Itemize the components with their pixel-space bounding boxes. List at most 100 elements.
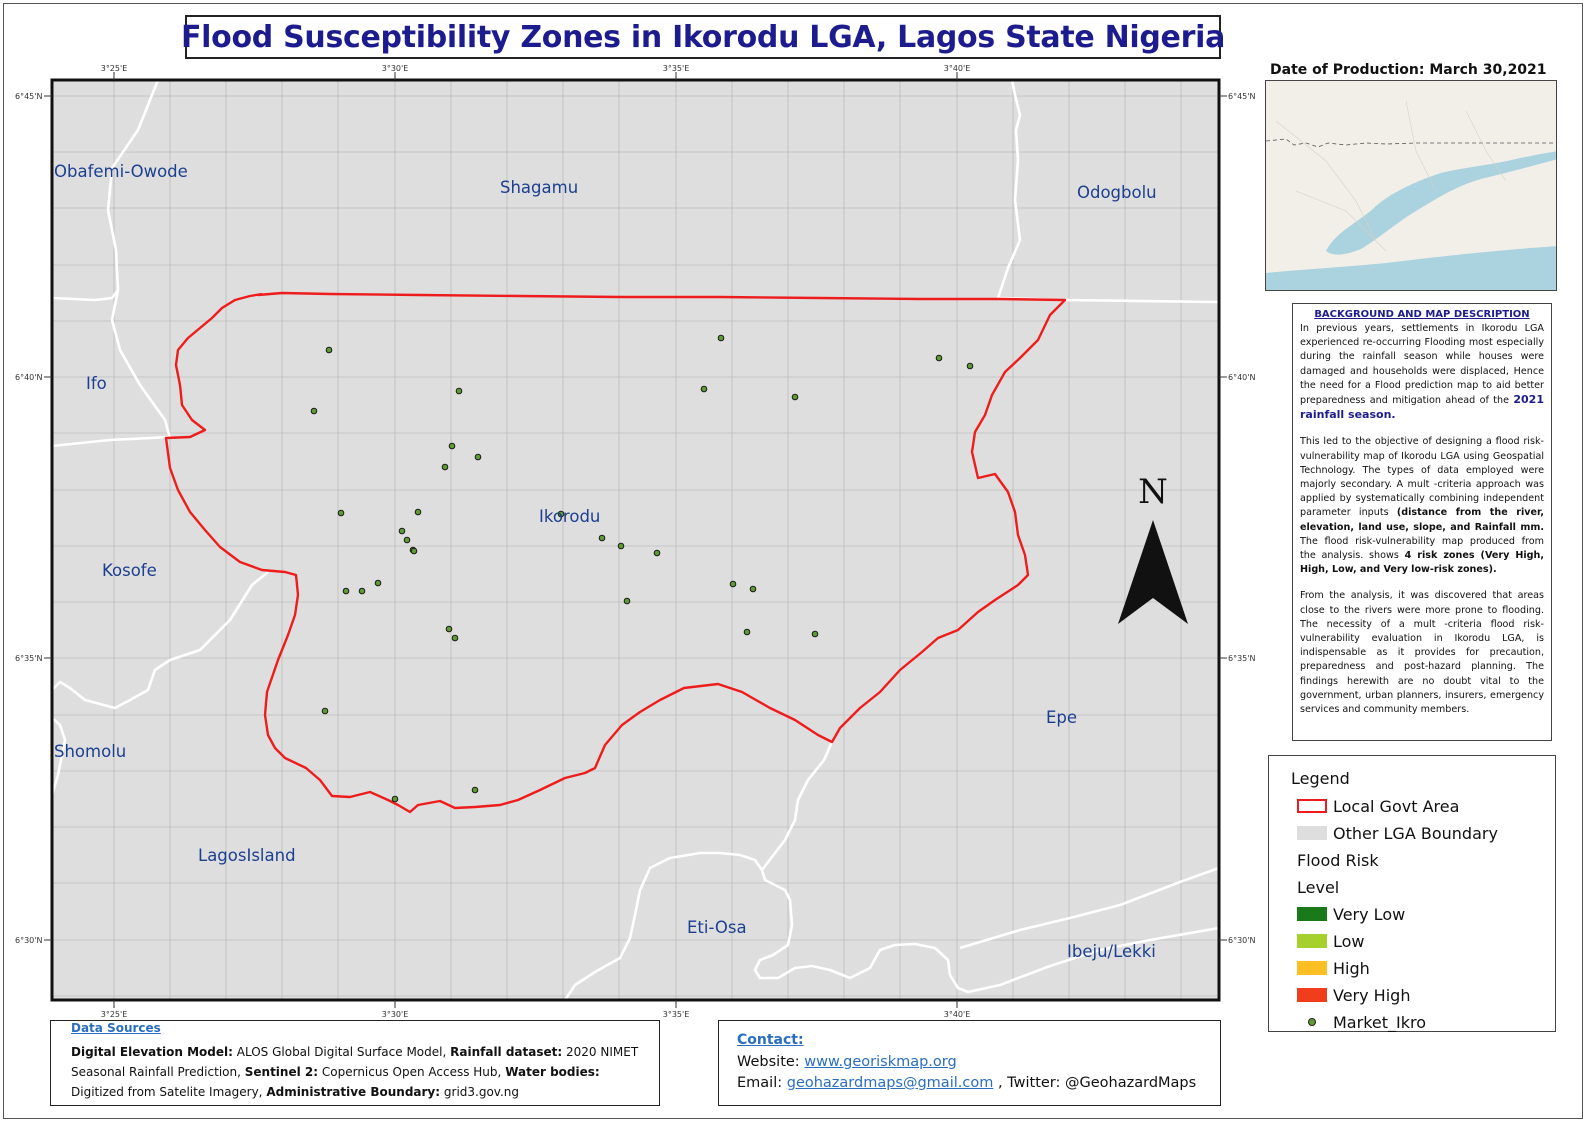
ds-admin-label: Administrative Boundary: xyxy=(266,1085,441,1099)
legend-item-very-high: Very High xyxy=(1297,983,1410,1007)
lga-label-epe: Epe xyxy=(1046,708,1077,727)
lat-label-left: 6°45'N xyxy=(15,92,42,101)
lon-label-top: 3°35'E xyxy=(663,64,690,73)
market-point xyxy=(441,463,449,471)
description-p2-text-a: This led to the objective of designing a… xyxy=(1300,436,1544,519)
market-point xyxy=(448,442,456,450)
description-p1-text: In previous years, settlements in Ikorod… xyxy=(1300,323,1544,407)
legend-item-high: High xyxy=(1297,956,1370,980)
market-point xyxy=(717,334,725,342)
ds-water-label: Water bodies: xyxy=(505,1065,600,1079)
legend-label: Very High xyxy=(1333,985,1411,1005)
description-heading: BACKGROUND AND MAP DESCRIPTION xyxy=(1314,309,1530,320)
legend-heading-level: Level xyxy=(1297,875,1339,899)
lga-label-ibeju: Ibeju/Lekki xyxy=(1067,942,1156,961)
contact-email-label: Email: xyxy=(737,1075,783,1091)
ikorodu-lga-boundary xyxy=(164,291,1067,814)
legend-label: Local Govt Area xyxy=(1333,796,1460,816)
market-point xyxy=(623,597,631,605)
inset-ocean xyxy=(1266,246,1556,290)
market-point xyxy=(617,542,625,550)
lga-label-lagos-island: LagosIsland xyxy=(198,846,296,865)
market-point xyxy=(598,534,606,542)
legend-item-local-govt: Local Govt Area xyxy=(1297,794,1459,818)
market-point xyxy=(358,587,366,595)
description-paragraph-3: From the analysis, it was discovered tha… xyxy=(1300,590,1544,716)
legend-label: High xyxy=(1333,958,1370,978)
north-arrow: N xyxy=(1118,472,1188,624)
market-point xyxy=(811,630,819,638)
ds-admin: grid3.gov.ng xyxy=(443,1085,520,1099)
grid-lines xyxy=(52,80,1219,1000)
lon-label-top: 3°40'E xyxy=(944,64,971,73)
lga-label-odogbolu: Odogbolu xyxy=(1077,183,1157,202)
map-frame xyxy=(52,80,1219,1000)
legend-label: Very Low xyxy=(1333,904,1406,924)
market-point xyxy=(342,587,350,595)
production-date-label: Date of Production: xyxy=(1270,62,1425,78)
ds-water: Digitized from Satelite Imagery, xyxy=(71,1085,263,1099)
north-arrow-label: N xyxy=(1138,472,1168,512)
legend-swatch-very-low xyxy=(1297,907,1327,921)
inset-state-border xyxy=(1266,138,1556,148)
legend-item-other-lga: Other LGA Boundary xyxy=(1297,821,1498,845)
contact-email-line: Email: geohazardmaps@gmail.com , Twitter… xyxy=(737,1075,1196,1091)
description-paragraph-2: This led to the objective of designing a… xyxy=(1300,435,1544,577)
lat-label-right: 6°35'N xyxy=(1228,654,1255,663)
market-point xyxy=(791,393,799,401)
lga-label-ikorodu: Ikorodu xyxy=(539,507,600,526)
contact-website-line: Website: www.georiskmap.org xyxy=(737,1054,957,1070)
email-link[interactable]: geohazardmaps@gmail.com xyxy=(786,1075,994,1091)
lon-label-bottom: 3°40'E xyxy=(944,1010,971,1019)
description-paragraph-1: In previous years, settlements in Ikorod… xyxy=(1300,322,1544,423)
legend-item-very-low: Very Low xyxy=(1297,902,1405,926)
market-point xyxy=(743,628,751,636)
market-point xyxy=(410,547,418,555)
market-point xyxy=(310,407,318,415)
ds-s2: Copernicus Open Access Hub, xyxy=(321,1065,502,1079)
contact-website-label: Website: xyxy=(737,1054,800,1070)
description-p1-emphasis: 2021 rainfall season. xyxy=(1300,393,1544,422)
market-point xyxy=(391,795,399,803)
legend-swatch-very-high xyxy=(1297,988,1327,1002)
market-point xyxy=(729,580,737,588)
ds-s2-label: Sentinel 2: xyxy=(244,1065,319,1079)
lat-label-left: 6°30'N xyxy=(15,936,42,945)
market-points xyxy=(310,334,974,803)
lon-label-top: 3°30'E xyxy=(382,64,409,73)
market-point xyxy=(653,549,661,557)
legend-swatch-local-govt xyxy=(1297,799,1327,813)
data-sources-box: Data Sources Digital Elevation Model: AL… xyxy=(50,1020,660,1106)
inset-roads xyxy=(1275,100,1507,252)
lon-label-top: 3°25'E xyxy=(101,64,128,73)
legend-swatch-high xyxy=(1297,961,1327,975)
legend-swatch-other-lga xyxy=(1297,826,1327,840)
lat-label-left: 6°35'N xyxy=(15,654,42,663)
tick-marks xyxy=(44,72,1227,1008)
lga-label-shagamu: Shagamu xyxy=(500,178,578,197)
ds-dem: ALOS Global Digital Surface Model, xyxy=(236,1045,447,1059)
ds-rain: 2020 NIMET Seasonal Rainfall Prediction, xyxy=(71,1045,639,1079)
description-p2-text-c: The flood risk-vulnerability map produce… xyxy=(1300,535,1544,562)
lat-label-right: 6°40'N xyxy=(1228,373,1255,382)
lga-label-ifo: Ifo xyxy=(86,374,107,393)
lat-label-right: 6°30'N xyxy=(1228,936,1255,945)
market-point xyxy=(935,354,943,362)
legend-item-low: Low xyxy=(1297,929,1365,953)
inset-map-graphic xyxy=(1266,81,1556,290)
market-point xyxy=(374,579,382,587)
background-description: BACKGROUND AND MAP DESCRIPTION In previo… xyxy=(1292,303,1552,741)
data-sources-title: Data Sources xyxy=(71,1021,161,1035)
lon-labels: 3°25'E 3°30'E 3°35'E 3°40'E 3°25'E 3°30'… xyxy=(101,64,971,1019)
legend-label: Low xyxy=(1333,931,1365,951)
market-point xyxy=(557,510,565,518)
production-date: Date of Production: March 30,2021 xyxy=(1270,62,1547,78)
contact-twitter: , Twitter: @GeohazardMaps xyxy=(997,1075,1197,1091)
map-border xyxy=(50,78,1221,1002)
market-point xyxy=(398,527,406,535)
lat-label-right: 6°45'N xyxy=(1228,92,1255,101)
website-link[interactable]: www.georiskmap.org xyxy=(804,1054,957,1070)
market-point xyxy=(414,508,422,516)
legend-swatch-low xyxy=(1297,934,1327,948)
lga-label-eti-osa: Eti-Osa xyxy=(687,918,747,937)
